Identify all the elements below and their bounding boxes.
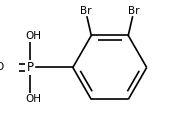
- Text: OH: OH: [26, 94, 42, 104]
- Text: P: P: [27, 61, 34, 74]
- Text: OH: OH: [26, 31, 42, 41]
- Text: O: O: [0, 62, 3, 72]
- Text: Br: Br: [80, 6, 91, 16]
- Text: Br: Br: [128, 6, 140, 16]
